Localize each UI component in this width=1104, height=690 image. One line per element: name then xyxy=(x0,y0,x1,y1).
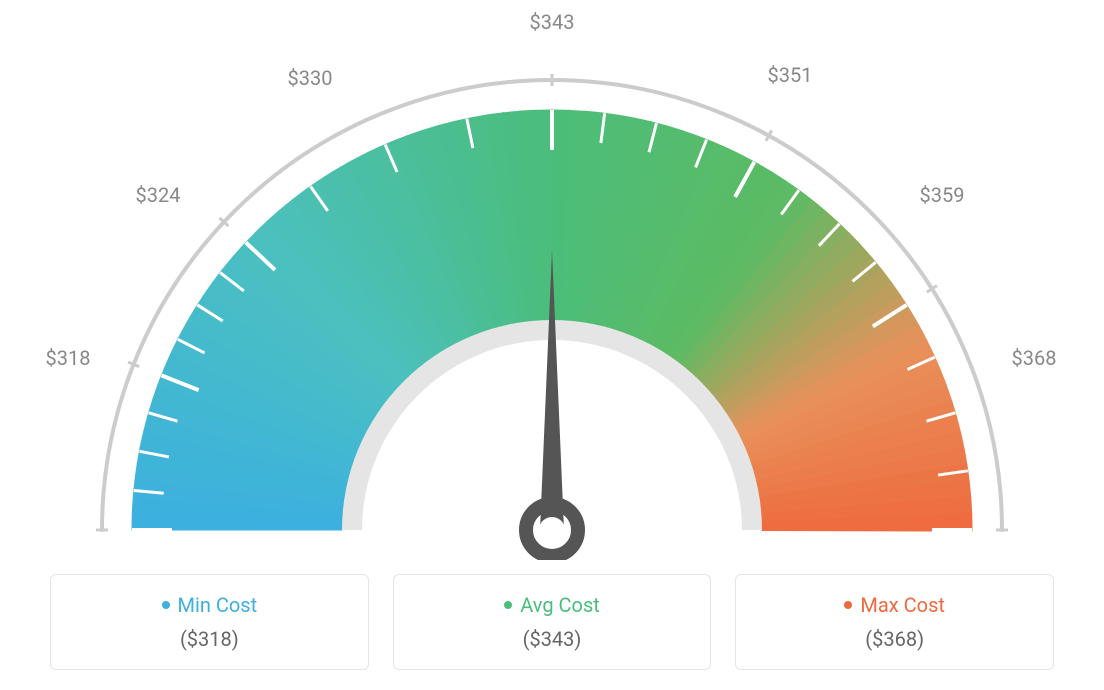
legend-label-min: Min Cost xyxy=(178,593,258,617)
legend-value-max: ($368) xyxy=(756,627,1033,651)
gauge-tick-label: $330 xyxy=(288,66,333,90)
legend-item-min: Min Cost ($318) xyxy=(50,574,369,670)
legend-label-avg: Avg Cost xyxy=(520,593,600,617)
legend-dot-min xyxy=(162,601,170,609)
legend-item-max: Max Cost ($368) xyxy=(735,574,1054,670)
legend-dot-avg xyxy=(504,601,512,609)
legend-item-avg: Avg Cost ($343) xyxy=(393,574,712,670)
gauge-tick-label: $324 xyxy=(136,183,181,207)
legend-value-avg: ($343) xyxy=(414,627,691,651)
gauge-tick-label: $359 xyxy=(920,183,965,207)
legend-value-min: ($318) xyxy=(71,627,348,651)
gauge-tick-label: $318 xyxy=(46,346,91,370)
gauge-chart: $318 $324 $330 $343 $351 $359 $368 xyxy=(0,0,1104,560)
gauge-svg xyxy=(0,0,1104,560)
legend: Min Cost ($318) Avg Cost ($343) Max Cost… xyxy=(50,574,1054,670)
legend-dot-max xyxy=(844,601,852,609)
gauge-tick-label: $351 xyxy=(768,63,813,87)
gauge-tick-label: $343 xyxy=(530,10,575,34)
legend-label-max: Max Cost xyxy=(860,593,945,617)
gauge-tick-label: $368 xyxy=(1012,346,1057,370)
